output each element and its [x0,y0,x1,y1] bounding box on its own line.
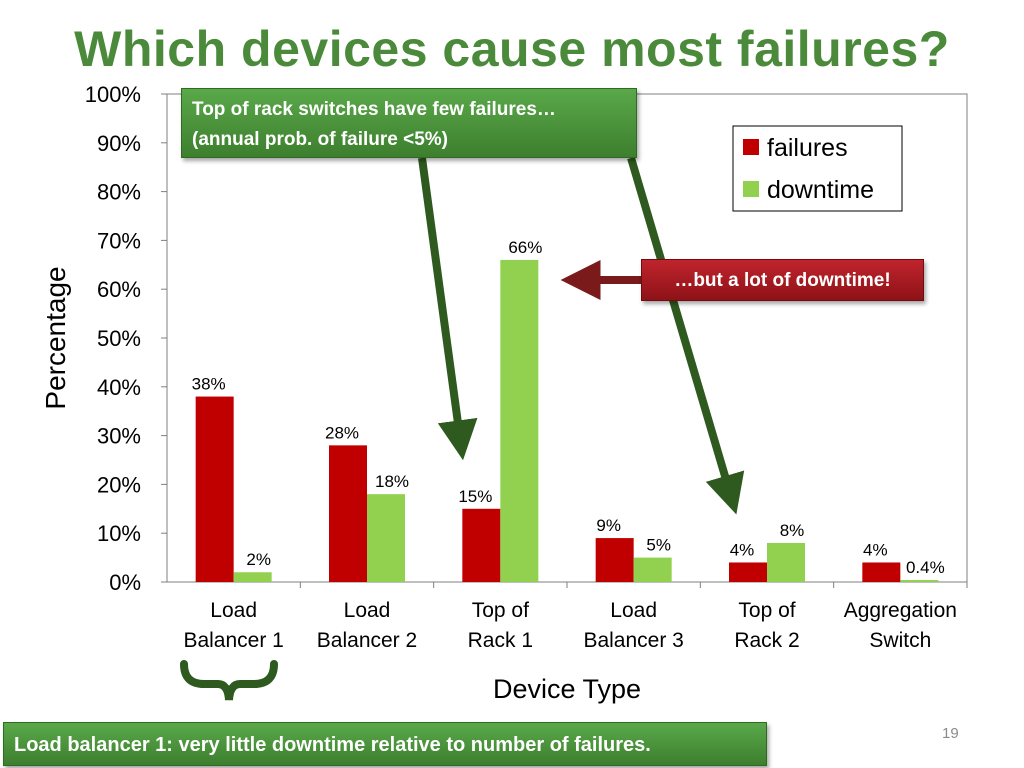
bar-failures [595,538,634,582]
x-category-label: Rack 2 [734,629,799,652]
x-category-label: Switch [869,629,931,652]
x-category-label: Rack 1 [468,629,533,652]
callout-downtime: …but a lot of downtime! [641,259,924,301]
y-tick-label: 60% [97,277,141,302]
callout-load-balancer: Load balancer 1: very little downtime re… [3,722,767,766]
x-category-label: Balancer 1 [183,629,283,652]
arrow-to-top-of-rack-2 [627,156,745,515]
legend-label-failures: failures [767,134,848,162]
y-tick-label: 50% [97,326,141,351]
data-label-failures: 9% [596,516,621,535]
bar-failures [195,396,234,582]
y-tick-label: 90% [97,131,141,156]
x-category-label: Load [210,599,257,622]
legend-box [732,125,903,212]
legend-swatch-downtime [743,181,759,197]
bar-downtime [500,259,539,582]
x-category-label: Balancer 2 [317,629,417,652]
x-axis-label: Device Type [493,674,641,704]
y-tick-label: 80% [97,180,141,205]
callout-top-line2: (annual prob. of failure <5%) [192,129,448,150]
y-tick-label: 10% [97,521,141,546]
x-category-label: Aggregation [844,599,957,622]
x-category-label: Load [344,599,391,622]
x-category-label: Top of [472,599,529,622]
x-category-label: Top of [738,599,795,622]
y-tick-label: 20% [97,472,141,497]
bar-failures [729,562,767,582]
data-label-downtime: 66% [508,238,542,257]
data-label-downtime: 8% [780,521,805,540]
y-tick-label: 0% [109,570,141,595]
data-label-downtime: 0.4% [906,558,945,577]
legend-swatch-failures [743,139,759,155]
page-number: 19 [942,725,959,742]
bar-downtime [233,572,272,582]
bar-downtime [900,580,939,582]
y-tick-label: 100% [85,82,141,107]
x-category-label: Balancer 3 [583,629,683,652]
callout-top-of-rack: Top of rack switches have few failures… … [181,88,637,158]
data-label-failures: 28% [325,423,359,442]
data-label-failures: 15% [458,487,492,506]
y-tick-label: 70% [97,228,141,253]
y-tick-label: 40% [97,375,141,400]
data-label-failures: 4% [863,540,888,559]
data-label-downtime: 5% [646,536,671,555]
data-label-downtime: 2% [246,550,271,569]
callout-top-line1: Top of rack switches have few failures… [192,99,556,120]
bar-downtime [367,494,405,582]
brace-load-balancer-1 [180,660,278,701]
arrow-to-top-of-rack-1 [418,157,478,461]
y-tick-label: 30% [97,424,141,449]
slide-title: Which devices cause most failures? [74,21,950,77]
data-label-failures: 38% [192,375,226,394]
bar-downtime [767,542,805,582]
data-label-downtime: 18% [375,472,409,491]
data-label-failures: 4% [730,540,755,559]
legend-label-downtime: downtime [767,176,874,204]
bar-failures [462,508,501,582]
y-axis-label: Percentage [40,266,71,409]
bar-failures [862,562,901,582]
bar-downtime [633,557,672,582]
bar-failures [329,445,367,582]
x-category-label: Load [610,599,657,622]
